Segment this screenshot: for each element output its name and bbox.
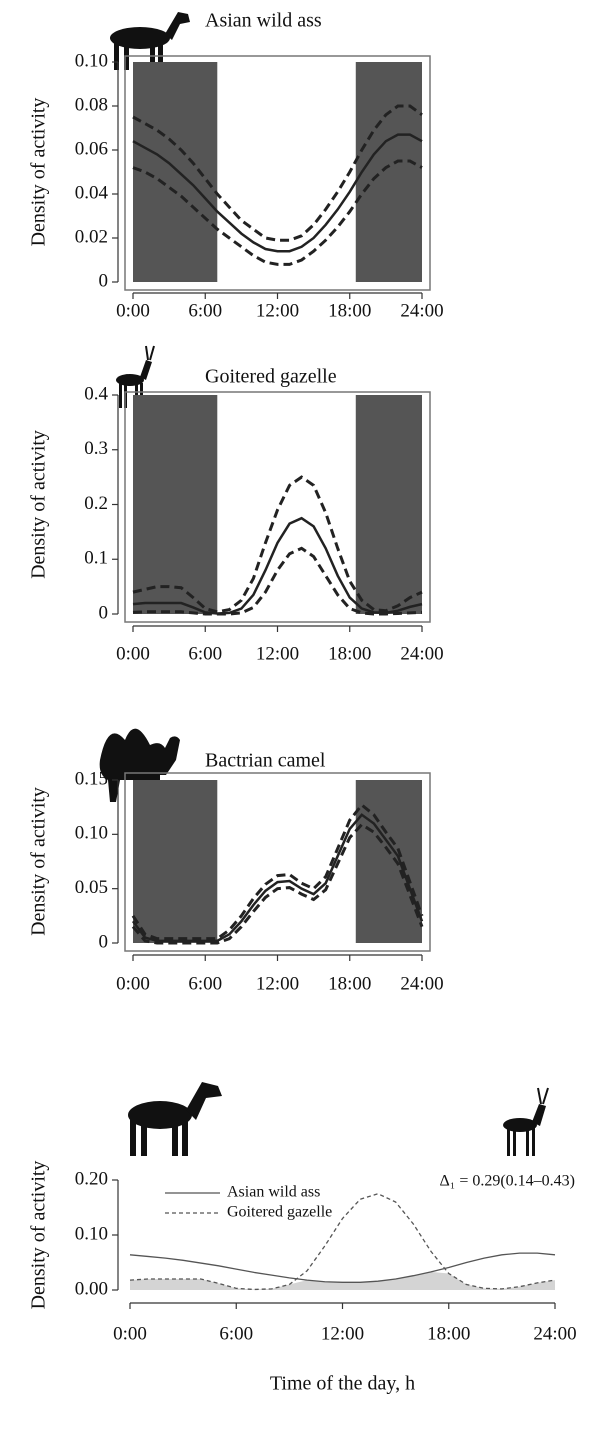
x-tick-label: 12:00: [256, 300, 299, 321]
x-tick-label: 0:00: [116, 643, 150, 664]
annotation: Δ₁ = 0.29(0.14–0.43): [439, 1173, 575, 1190]
night-shading: [133, 62, 218, 282]
y-tick-label: 0.10: [75, 823, 108, 844]
animal-icon: [110, 12, 190, 70]
y-tick-label: 0.3: [84, 438, 108, 459]
y-tick-label: 0: [99, 270, 109, 291]
x-tick-label: 12:00: [256, 643, 299, 664]
night-shading: [133, 780, 218, 943]
x-tick-label: 0:00: [116, 300, 150, 321]
y-tick-label: 0.20: [75, 1168, 108, 1189]
y-axis-label: Density of activity: [28, 98, 50, 247]
animal-icon: [128, 1082, 222, 1156]
x-tick-label: 0:00: [113, 1323, 147, 1344]
x-tick-label: 18:00: [328, 643, 371, 664]
y-axis-label: Density of activity: [28, 787, 50, 936]
chart-title: Bactrian camel: [205, 750, 326, 772]
x-tick-label: 18:00: [427, 1323, 470, 1344]
night-shading: [355, 395, 422, 614]
y-tick-label: 0.2: [84, 493, 108, 514]
y-tick-label: 0.05: [75, 877, 108, 898]
y-tick-label: 0.02: [75, 226, 108, 247]
series-line: [132, 104, 423, 242]
y-tick-label: 0.15: [75, 768, 108, 789]
night-shading: [355, 780, 422, 943]
y-axis-label: Density of activity: [28, 1161, 50, 1310]
x-tick-label: 6:00: [188, 643, 222, 664]
y-tick-label: 0.00: [75, 1278, 108, 1299]
y-tick-label: 0.10: [75, 1223, 108, 1244]
legend-label: Goitered gazelle: [227, 1204, 332, 1221]
series-line: [132, 475, 423, 614]
x-tick-label: 24:00: [400, 973, 443, 994]
series-line: [131, 813, 424, 943]
chart-title: Goitered gazelle: [205, 366, 337, 388]
plot-frame: [124, 772, 431, 952]
y-tick-label: 0.04: [75, 182, 109, 203]
x-tick-label: 6:00: [219, 1323, 253, 1344]
legend-label: Asian wild ass: [227, 1184, 320, 1201]
series-line: [132, 133, 423, 253]
y-tick-label: 0.4: [84, 383, 108, 404]
chart-panel: 0.00 0.10 0.20 0:00 6:00 12:00 18:00 24:00 Densi…: [28, 1161, 577, 1395]
y-tick-label: 0.08: [75, 94, 108, 115]
overlap-area: [130, 1271, 555, 1290]
y-tick-label: 0: [99, 602, 109, 623]
x-tick-label: 6:00: [188, 973, 222, 994]
series-line: [132, 516, 423, 615]
chart-title: Asian wild ass: [205, 10, 322, 32]
series-line: [129, 1193, 556, 1291]
series-line: [132, 159, 423, 266]
series-line: [129, 1252, 556, 1283]
night-shading: [133, 395, 218, 614]
x-tick-label: 24:00: [400, 643, 443, 664]
animal-icon: [503, 1087, 549, 1156]
plot-frame: [124, 391, 431, 623]
series-line: [131, 802, 424, 941]
chart-panel: 0 0.02 0.04 0.06 0.08 0.10 0:00 6:00 12:00 18:00 2…: [28, 10, 444, 322]
chart-panel: 0 0.1 0.2 0.3 0.4 0:00 6:00 12:00 18:00 24:00 Goit…: [28, 366, 444, 665]
series-line: [132, 546, 423, 616]
chart-panel: 0 0.05 0.10 0.15 0:00 6:00 12:00 18:00 24:00 Bact…: [28, 750, 444, 995]
x-tick-label: 12:00: [321, 1323, 364, 1344]
x-axis-label: Time of the day, h: [270, 1373, 415, 1395]
x-tick-label: 6:00: [188, 300, 222, 321]
y-tick-label: 0.06: [75, 138, 108, 159]
y-tick-label: 0.10: [75, 50, 108, 71]
y-tick-label: 0: [99, 931, 109, 952]
night-shading: [355, 62, 422, 282]
series-line: [131, 822, 424, 945]
x-tick-label: 0:00: [116, 973, 150, 994]
x-tick-label: 18:00: [328, 973, 371, 994]
x-tick-label: 12:00: [256, 973, 299, 994]
y-tick-label: 0.1: [84, 548, 108, 569]
x-tick-label: 24:00: [533, 1323, 576, 1344]
x-tick-label: 18:00: [328, 300, 371, 321]
x-tick-label: 24:00: [400, 300, 443, 321]
y-axis-label: Density of activity: [28, 430, 50, 579]
plot-frame: [124, 55, 431, 291]
